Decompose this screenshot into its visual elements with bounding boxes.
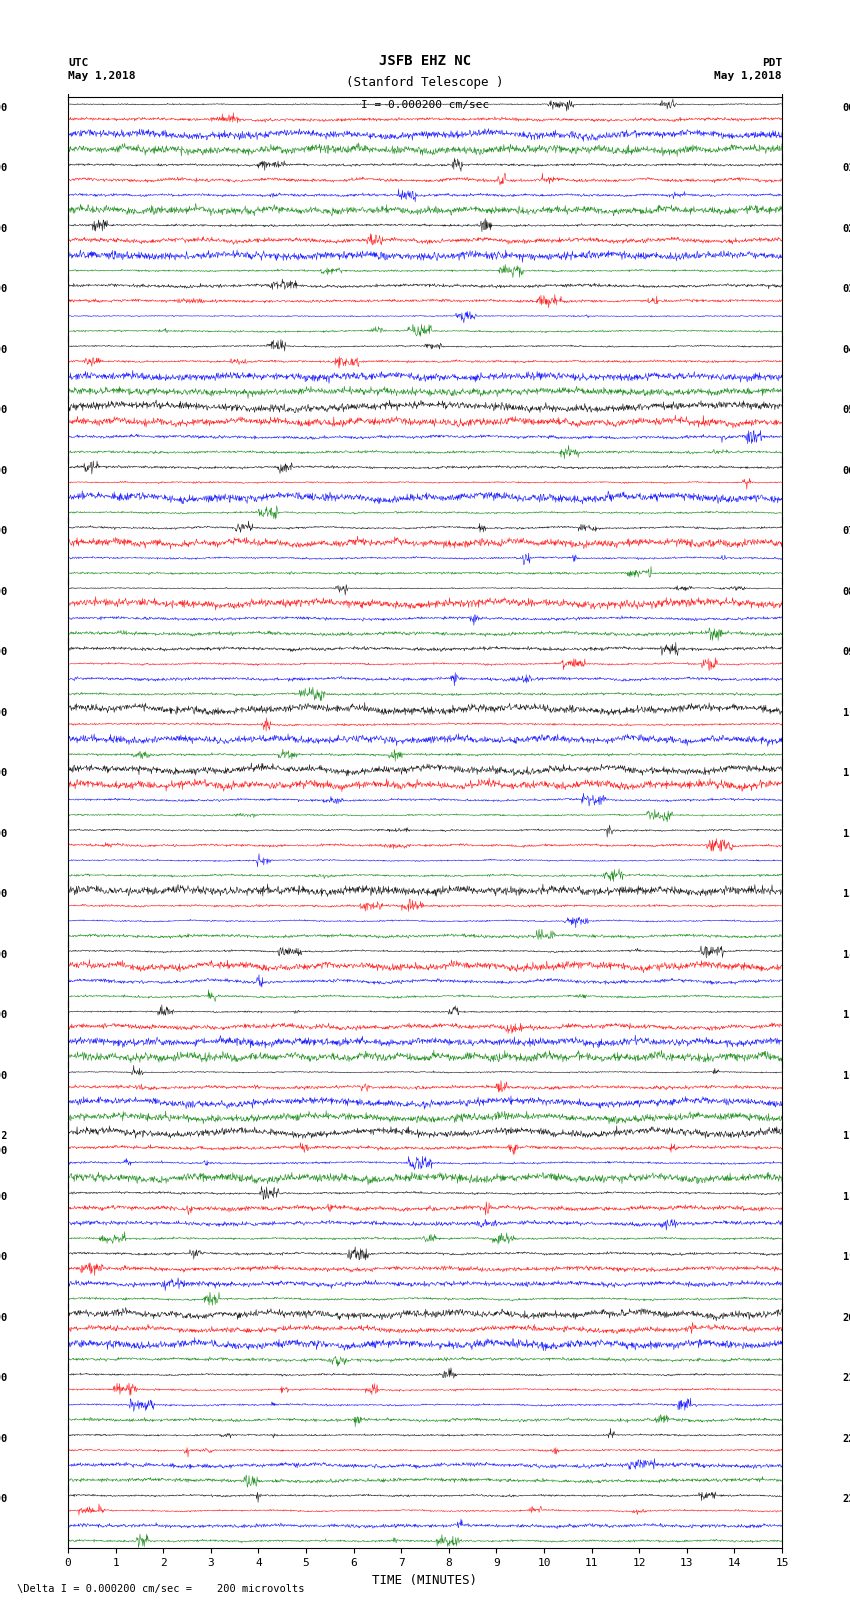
Text: May 1,2018: May 1,2018 xyxy=(715,71,782,81)
Text: 03:00: 03:00 xyxy=(0,1313,8,1323)
Text: 12:00: 12:00 xyxy=(0,405,8,415)
Text: 09:00: 09:00 xyxy=(0,224,8,234)
Text: 10:00: 10:00 xyxy=(0,284,8,294)
Text: 14:15: 14:15 xyxy=(842,950,850,960)
X-axis label: TIME (MINUTES): TIME (MINUTES) xyxy=(372,1574,478,1587)
Text: 15:00: 15:00 xyxy=(0,587,8,597)
Text: 08:15: 08:15 xyxy=(842,587,850,597)
Text: 02:15: 02:15 xyxy=(842,224,850,234)
Text: 23:00: 23:00 xyxy=(0,1071,8,1081)
Text: 00:15: 00:15 xyxy=(842,103,850,113)
Text: 19:00: 19:00 xyxy=(0,829,8,839)
Text: 03:15: 03:15 xyxy=(842,284,850,294)
Text: 06:15: 06:15 xyxy=(842,466,850,476)
Text: 01:15: 01:15 xyxy=(842,163,850,173)
Text: 09:15: 09:15 xyxy=(842,647,850,656)
Text: 05:00: 05:00 xyxy=(0,1434,8,1444)
Text: 04:15: 04:15 xyxy=(842,345,850,355)
Text: 16:15: 16:15 xyxy=(842,1071,850,1081)
Text: JSFB EHZ NC: JSFB EHZ NC xyxy=(379,53,471,68)
Text: 00:00: 00:00 xyxy=(0,1147,8,1157)
Text: May 1,2018: May 1,2018 xyxy=(68,71,135,81)
Text: 21:00: 21:00 xyxy=(0,950,8,960)
Text: UTC: UTC xyxy=(68,58,88,68)
Text: 02:00: 02:00 xyxy=(0,1252,8,1261)
Text: 13:00: 13:00 xyxy=(0,466,8,476)
Text: 17:15: 17:15 xyxy=(842,1131,850,1140)
Text: I = 0.000200 cm/sec: I = 0.000200 cm/sec xyxy=(361,100,489,110)
Text: May 2: May 2 xyxy=(0,1131,8,1140)
Text: 21:15: 21:15 xyxy=(842,1373,850,1382)
Text: 14:00: 14:00 xyxy=(0,526,8,536)
Text: 20:15: 20:15 xyxy=(842,1313,850,1323)
Text: 18:00: 18:00 xyxy=(0,768,8,777)
Text: 22:00: 22:00 xyxy=(0,1010,8,1019)
Text: 20:00: 20:00 xyxy=(0,889,8,898)
Text: 08:00: 08:00 xyxy=(0,163,8,173)
Text: 07:00: 07:00 xyxy=(0,103,8,113)
Text: 11:00: 11:00 xyxy=(0,345,8,355)
Text: 22:15: 22:15 xyxy=(842,1434,850,1444)
Text: 15:15: 15:15 xyxy=(842,1010,850,1019)
Text: 10:15: 10:15 xyxy=(842,708,850,718)
Text: 11:15: 11:15 xyxy=(842,768,850,777)
Text: 06:00: 06:00 xyxy=(0,1494,8,1503)
Text: 13:15: 13:15 xyxy=(842,889,850,898)
Text: 07:15: 07:15 xyxy=(842,526,850,536)
Text: \Delta I = 0.000200 cm/sec =    200 microvolts: \Delta I = 0.000200 cm/sec = 200 microvo… xyxy=(17,1584,304,1594)
Text: 17:00: 17:00 xyxy=(0,708,8,718)
Text: 01:00: 01:00 xyxy=(0,1192,8,1202)
Text: 16:00: 16:00 xyxy=(0,647,8,656)
Text: 05:15: 05:15 xyxy=(842,405,850,415)
Text: 19:15: 19:15 xyxy=(842,1252,850,1261)
Text: (Stanford Telescope ): (Stanford Telescope ) xyxy=(346,76,504,89)
Text: 04:00: 04:00 xyxy=(0,1373,8,1382)
Text: 18:15: 18:15 xyxy=(842,1192,850,1202)
Text: 23:15: 23:15 xyxy=(842,1494,850,1503)
Text: PDT: PDT xyxy=(762,58,782,68)
Text: 12:15: 12:15 xyxy=(842,829,850,839)
